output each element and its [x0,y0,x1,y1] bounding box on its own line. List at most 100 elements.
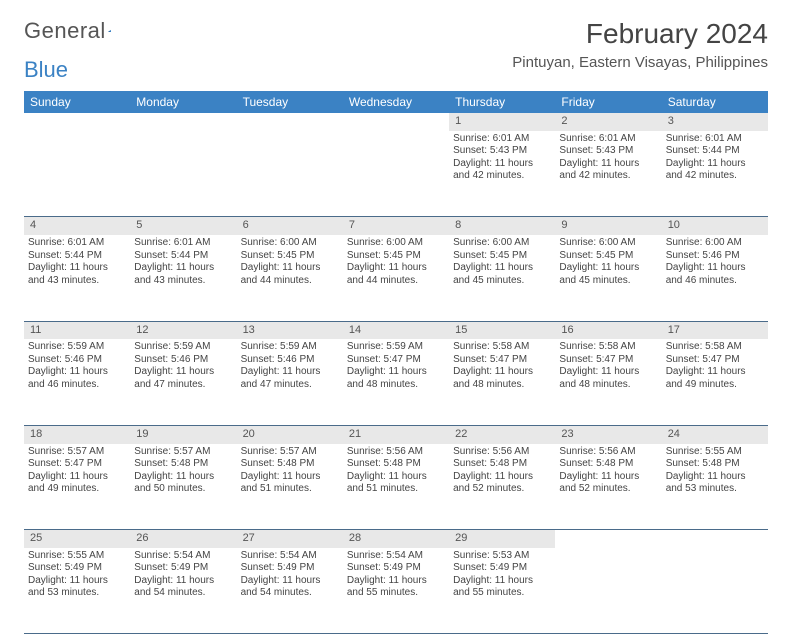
col-friday: Friday [555,91,661,113]
day-number-cell: 10 [662,217,768,235]
day-detail-cell: Sunrise: 6:00 AMSunset: 5:45 PMDaylight:… [555,235,661,321]
sunrise-text: Sunrise: 5:59 AM [347,341,445,354]
sunrise-text: Sunrise: 6:01 AM [134,237,232,250]
day-detail-cell [662,548,768,634]
sunset-text: Sunset: 5:48 PM [134,458,232,471]
sunrise-text: Sunrise: 6:00 AM [453,237,551,250]
sunrise-text: Sunrise: 5:55 AM [28,550,126,563]
sunset-text: Sunset: 5:44 PM [28,250,126,263]
daylight-text: Daylight: 11 hours [666,158,764,171]
day-detail-cell: Sunrise: 6:01 AMSunset: 5:44 PMDaylight:… [662,131,768,217]
day-number-cell: 21 [343,425,449,443]
sunset-text: Sunset: 5:47 PM [666,354,764,367]
sunrise-text: Sunrise: 5:58 AM [559,341,657,354]
daylight-text: Daylight: 11 hours [453,575,551,588]
daylight-text: Daylight: 11 hours [28,471,126,484]
daylight-text: Daylight: 11 hours [134,471,232,484]
day-detail-cell: Sunrise: 5:59 AMSunset: 5:46 PMDaylight:… [237,339,343,425]
sunset-text: Sunset: 5:48 PM [347,458,445,471]
daylight-text: and 49 minutes. [28,483,126,496]
daylight-text: and 48 minutes. [347,379,445,392]
day-detail-cell: Sunrise: 5:58 AMSunset: 5:47 PMDaylight:… [555,339,661,425]
daylight-text: Daylight: 11 hours [347,366,445,379]
daylight-text: and 45 minutes. [453,275,551,288]
day-detail-cell: Sunrise: 5:54 AMSunset: 5:49 PMDaylight:… [130,548,236,634]
day-number-cell [343,113,449,131]
sunset-text: Sunset: 5:43 PM [559,145,657,158]
sunset-text: Sunset: 5:48 PM [559,458,657,471]
daylight-text: Daylight: 11 hours [347,262,445,275]
daylight-text: Daylight: 11 hours [666,471,764,484]
sunset-text: Sunset: 5:46 PM [134,354,232,367]
sunset-text: Sunset: 5:46 PM [666,250,764,263]
day-detail-cell: Sunrise: 6:01 AMSunset: 5:44 PMDaylight:… [130,235,236,321]
daylight-text: and 48 minutes. [453,379,551,392]
calendar-page: General February 2024 Pintuyan, Eastern … [0,0,792,634]
daylight-text: Daylight: 11 hours [559,366,657,379]
daylight-text: and 51 minutes. [347,483,445,496]
daynum-row: 11121314151617 [24,321,768,339]
day-detail-cell [237,131,343,217]
day-number-cell [555,530,661,548]
day-detail-cell: Sunrise: 5:59 AMSunset: 5:46 PMDaylight:… [24,339,130,425]
day-number-cell: 13 [237,321,343,339]
day-number-cell: 8 [449,217,555,235]
daylight-text: Daylight: 11 hours [559,262,657,275]
sunrise-text: Sunrise: 6:00 AM [347,237,445,250]
daylight-text: and 46 minutes. [666,275,764,288]
brand-logo: General [24,18,128,44]
day-number-cell: 25 [24,530,130,548]
day-detail-cell: Sunrise: 5:59 AMSunset: 5:47 PMDaylight:… [343,339,449,425]
day-number-cell: 29 [449,530,555,548]
sunset-text: Sunset: 5:49 PM [134,562,232,575]
sunset-text: Sunset: 5:47 PM [28,458,126,471]
daylight-text: and 42 minutes. [666,170,764,183]
day-number-cell: 26 [130,530,236,548]
day-number-cell: 22 [449,425,555,443]
daylight-text: Daylight: 11 hours [134,366,232,379]
detail-row: Sunrise: 5:57 AMSunset: 5:47 PMDaylight:… [24,444,768,530]
sunrise-text: Sunrise: 5:58 AM [453,341,551,354]
daynum-row: 2526272829 [24,530,768,548]
day-detail-cell: Sunrise: 6:01 AMSunset: 5:44 PMDaylight:… [24,235,130,321]
day-detail-cell [343,131,449,217]
logo-text-blue: Blue [24,57,68,82]
sunset-text: Sunset: 5:47 PM [453,354,551,367]
day-number-cell: 12 [130,321,236,339]
day-number-cell: 16 [555,321,661,339]
col-thursday: Thursday [449,91,555,113]
day-number-cell: 3 [662,113,768,131]
daylight-text: Daylight: 11 hours [347,575,445,588]
daylight-text: Daylight: 11 hours [28,575,126,588]
detail-row: Sunrise: 5:59 AMSunset: 5:46 PMDaylight:… [24,339,768,425]
day-detail-cell: Sunrise: 5:53 AMSunset: 5:49 PMDaylight:… [449,548,555,634]
sunset-text: Sunset: 5:45 PM [241,250,339,263]
sunset-text: Sunset: 5:43 PM [453,145,551,158]
day-number-cell: 19 [130,425,236,443]
sunset-text: Sunset: 5:49 PM [453,562,551,575]
day-number-cell: 11 [24,321,130,339]
detail-row: Sunrise: 6:01 AMSunset: 5:44 PMDaylight:… [24,235,768,321]
sunset-text: Sunset: 5:44 PM [134,250,232,263]
day-detail-cell: Sunrise: 5:54 AMSunset: 5:49 PMDaylight:… [237,548,343,634]
sunset-text: Sunset: 5:48 PM [453,458,551,471]
detail-row: Sunrise: 6:01 AMSunset: 5:43 PMDaylight:… [24,131,768,217]
sunrise-text: Sunrise: 5:56 AM [559,446,657,459]
day-number-cell: 1 [449,113,555,131]
col-monday: Monday [130,91,236,113]
day-number-cell: 2 [555,113,661,131]
day-detail-cell: Sunrise: 5:58 AMSunset: 5:47 PMDaylight:… [449,339,555,425]
sunrise-text: Sunrise: 5:59 AM [28,341,126,354]
sunrise-text: Sunrise: 6:01 AM [453,133,551,146]
daynum-row: 123 [24,113,768,131]
daylight-text: Daylight: 11 hours [134,575,232,588]
col-saturday: Saturday [662,91,768,113]
sunrise-text: Sunrise: 5:56 AM [453,446,551,459]
day-header-row: Sunday Monday Tuesday Wednesday Thursday… [24,91,768,113]
sunset-text: Sunset: 5:45 PM [347,250,445,263]
sunset-text: Sunset: 5:47 PM [559,354,657,367]
day-number-cell: 4 [24,217,130,235]
sunset-text: Sunset: 5:48 PM [241,458,339,471]
col-wednesday: Wednesday [343,91,449,113]
daylight-text: and 54 minutes. [241,587,339,600]
